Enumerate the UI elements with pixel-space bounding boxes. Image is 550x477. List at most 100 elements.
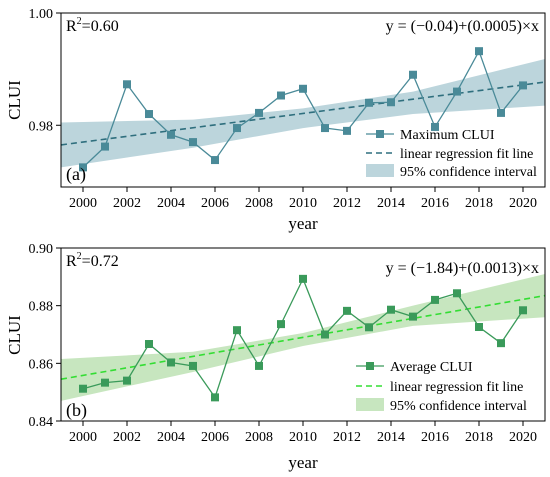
y-tick-label: 0.90 xyxy=(29,242,54,257)
legend-fit-label: linear regression fit line xyxy=(400,147,533,162)
r-squared-annotation: R2=0.72 xyxy=(66,251,119,270)
data-point xyxy=(299,274,307,283)
data-point xyxy=(343,126,351,135)
data-point xyxy=(409,70,417,79)
y-axis-title: CLUI xyxy=(5,315,24,355)
legend-series-swatch-marker xyxy=(366,362,374,370)
data-point xyxy=(475,47,483,56)
y-tick-label: 0.98 xyxy=(29,119,54,134)
data-point xyxy=(365,98,373,107)
x-tick-label: 2010 xyxy=(289,430,317,445)
panel-maximum-clui: 2000 2002 2004 2006 2008 2010 2012 2014 2016 2018… xyxy=(5,7,546,233)
data-point xyxy=(519,81,527,90)
data-point xyxy=(233,326,241,335)
legend-series-swatch-marker xyxy=(376,130,384,138)
data-point xyxy=(299,84,307,93)
data-point xyxy=(211,393,219,402)
data-point xyxy=(167,358,175,367)
r-squared-symbol: R xyxy=(66,18,77,35)
r-squared-superscript: 2 xyxy=(77,251,82,262)
data-point xyxy=(277,320,285,329)
x-tick-label: 2020 xyxy=(509,196,537,211)
x-tick-label: 2020 xyxy=(509,430,537,445)
y-tick-label: 1.00 xyxy=(29,7,54,22)
y-tick-label: 0.84 xyxy=(29,415,54,430)
data-point xyxy=(431,122,439,131)
data-point xyxy=(321,124,329,133)
data-point xyxy=(145,340,153,349)
data-point xyxy=(123,376,131,385)
x-tick-label: 2018 xyxy=(465,196,493,211)
legend-series-label: Average CLUI xyxy=(390,360,473,375)
data-point xyxy=(123,80,131,89)
data-point xyxy=(167,130,175,139)
r-squared-symbol: R xyxy=(66,253,77,270)
legend-band-label: 95% confidence interval xyxy=(400,165,537,180)
regression-equation: y = (−1.84)+(0.0013)×x xyxy=(386,260,539,277)
legend-series-label: Maximum CLUI xyxy=(400,128,495,143)
data-point xyxy=(321,330,329,339)
x-tick-label: 2006 xyxy=(201,196,229,211)
x-tick-label: 2002 xyxy=(113,430,141,445)
x-tick-label: 2008 xyxy=(245,196,273,211)
data-point xyxy=(211,156,219,165)
x-tick-label: 2004 xyxy=(157,430,185,445)
data-point xyxy=(475,323,483,332)
r-squared-annotation: R2=0.60 xyxy=(66,16,119,35)
data-point xyxy=(79,384,87,393)
x-tick-label: 2000 xyxy=(69,196,97,211)
legend-band-swatch xyxy=(366,164,394,177)
data-point xyxy=(101,378,109,387)
data-point xyxy=(189,138,197,147)
x-tick-label: 2012 xyxy=(333,430,361,445)
x-tick-label: 2016 xyxy=(421,430,449,445)
legend: Average CLUI linear regression fit line … xyxy=(356,360,527,414)
data-point xyxy=(79,163,87,172)
x-tick-label: 2014 xyxy=(377,430,405,445)
data-point xyxy=(101,142,109,151)
data-point xyxy=(189,361,197,370)
x-tick-label: 2018 xyxy=(465,430,493,445)
regression-fit-line xyxy=(60,294,546,380)
data-point xyxy=(387,98,395,107)
panel-label: (b) xyxy=(66,400,87,421)
r-squared-value: =0.60 xyxy=(82,18,119,35)
legend-band-swatch xyxy=(356,398,384,411)
x-tick-label: 2010 xyxy=(289,196,317,211)
regression-equation: y = (−0.04)+(0.0005)×x xyxy=(386,18,539,35)
y-axis-title: CLUI xyxy=(5,80,24,120)
x-tick-label: 2000 xyxy=(69,430,97,445)
legend-band-label: 95% confidence interval xyxy=(390,399,527,414)
data-point xyxy=(255,108,263,117)
x-tick-label: 2004 xyxy=(157,196,185,211)
data-point xyxy=(277,91,285,100)
x-tick-label: 2016 xyxy=(421,196,449,211)
regression-fit-line xyxy=(60,81,546,146)
x-tick-label: 2014 xyxy=(377,196,405,211)
data-point xyxy=(255,361,263,370)
r-squared-value: =0.72 xyxy=(82,253,119,270)
legend: Maximum CLUI linear regression fit line … xyxy=(366,128,537,180)
panel-average-clui: 2000 2002 2004 2006 2008 2010 2012 2014 2016 2018… xyxy=(5,242,546,472)
data-point xyxy=(519,306,527,315)
data-point xyxy=(409,312,417,321)
data-point xyxy=(431,295,439,304)
data-point xyxy=(145,110,153,119)
x-tick-label: 2012 xyxy=(333,196,361,211)
r-squared-superscript: 2 xyxy=(77,16,82,27)
x-axis-title: year xyxy=(288,453,318,472)
x-tick-label: 2008 xyxy=(245,430,273,445)
data-point xyxy=(343,306,351,315)
x-axis-title: year xyxy=(288,214,318,233)
y-tick-label: 0.86 xyxy=(29,357,54,372)
data-point xyxy=(233,124,241,133)
data-point xyxy=(453,87,461,96)
y-tick-label: 0.88 xyxy=(29,300,54,315)
data-point xyxy=(365,323,373,332)
data-point xyxy=(497,108,505,117)
legend-fit-label: linear regression fit line xyxy=(390,380,523,395)
data-point xyxy=(453,289,461,298)
data-point xyxy=(497,339,505,348)
x-tick-label: 2006 xyxy=(201,430,229,445)
